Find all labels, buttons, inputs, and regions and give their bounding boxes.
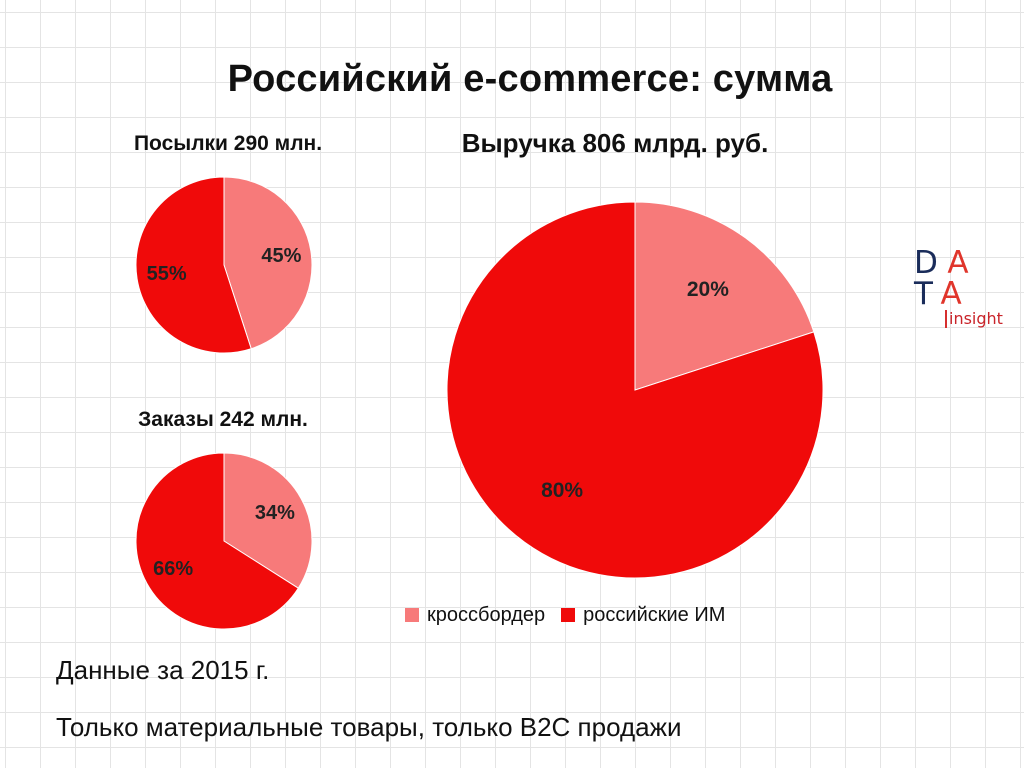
pie-slice-russian bbox=[135, 176, 252, 354]
pie-label-russian: 80% bbox=[541, 479, 583, 502]
orders-pie-chart: 34% 66% bbox=[135, 452, 313, 630]
pie-label-crossborder: 45% bbox=[261, 245, 301, 267]
legend-swatch-crossborder bbox=[405, 608, 419, 622]
note-data-year: Данные за 2015 г. bbox=[56, 655, 270, 685]
revenue-chart-title: Выручка 806 млрд. руб. bbox=[461, 128, 769, 158]
legend-item-russian: российские ИМ bbox=[561, 604, 725, 627]
orders-chart-title: Заказы 242 млн. bbox=[138, 408, 308, 431]
data-insight-logo: DA TA insight bbox=[914, 245, 1003, 328]
legend-item-crossborder: кроссбордер bbox=[405, 604, 545, 627]
parcels-pie-chart: 45% 55% bbox=[135, 176, 313, 354]
parcels-chart-title: Посылки 290 млн. bbox=[133, 132, 323, 155]
legend-swatch-russian bbox=[561, 608, 576, 622]
pie-slice-crossborder bbox=[634, 201, 815, 391]
pie-slice-crossborder bbox=[223, 176, 313, 350]
note-scope: Только материальные товары, только B2C п… bbox=[56, 712, 682, 742]
chart-legend: кроссбордер российские ИМ bbox=[405, 601, 741, 629]
pie-slice-russian bbox=[446, 201, 824, 579]
legend-label-crossborder: кроссбордер bbox=[427, 603, 546, 626]
legend-label-russian: российские ИМ bbox=[583, 603, 726, 626]
pie-label-russian: 66% bbox=[153, 558, 193, 580]
pie-label-crossborder: 34% bbox=[255, 502, 295, 524]
pie-label-crossborder: 20% bbox=[687, 278, 729, 301]
pie-slice-russian bbox=[135, 452, 299, 630]
pie-label-russian: 55% bbox=[147, 263, 187, 285]
revenue-pie-chart: 20% 80% bbox=[446, 201, 824, 579]
page-title: Российский e-commerce: сумма bbox=[227, 58, 833, 100]
